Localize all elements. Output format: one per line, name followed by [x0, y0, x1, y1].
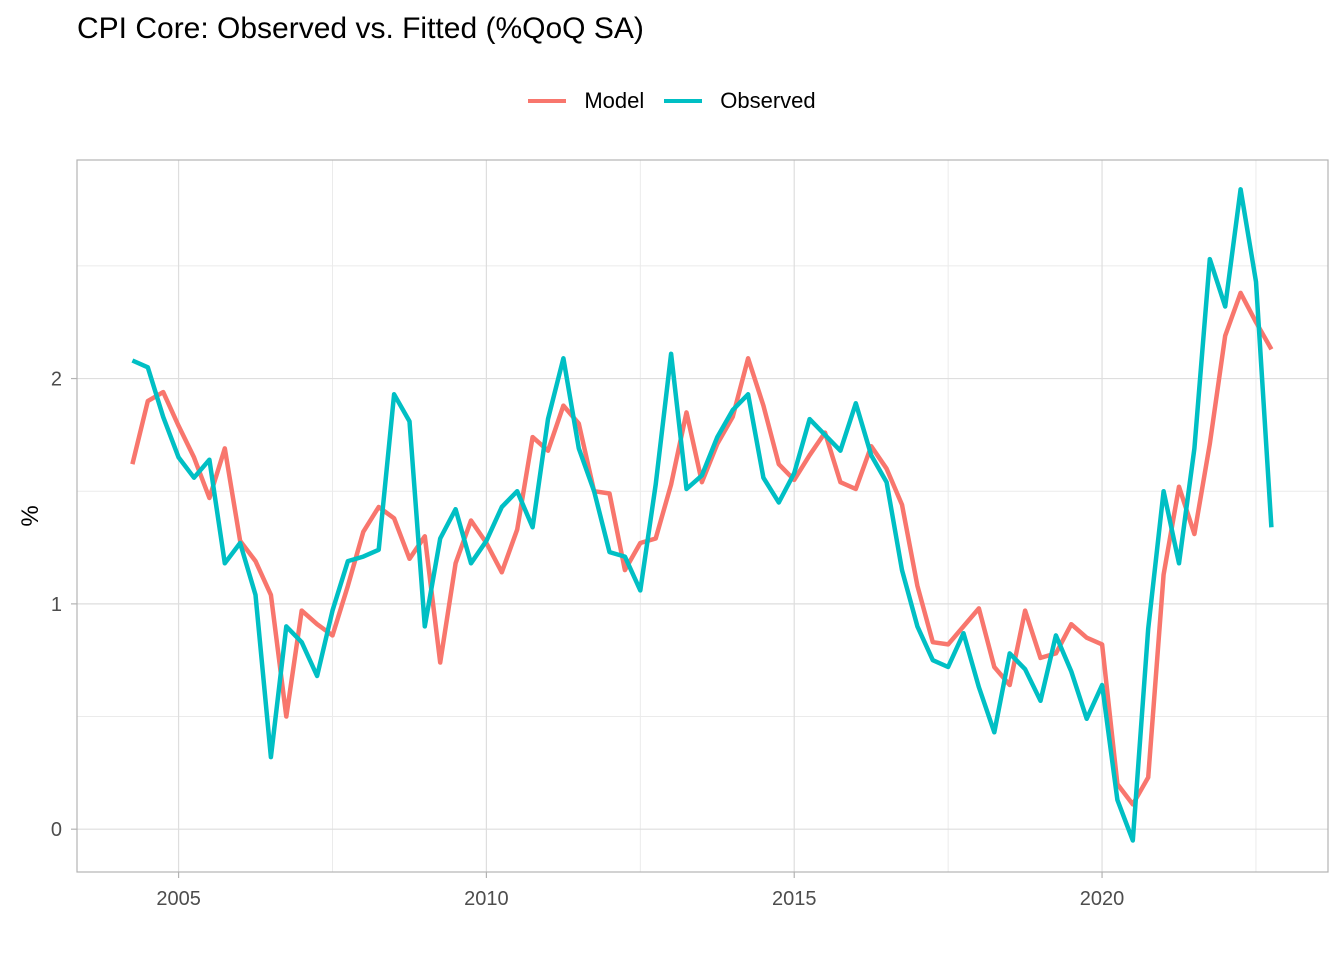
legend-label-observed: Observed — [720, 88, 816, 113]
legend-key-observed — [664, 99, 703, 103]
series-line-observed — [131, 187, 1274, 843]
x-tick-label: 2005 — [156, 888, 201, 910]
legend-key-model — [528, 99, 567, 103]
x-tick-label: 2020 — [1080, 888, 1125, 910]
tick-layer: 2005 2010 2015 2020 0 1 2 — [51, 369, 1124, 910]
plot-border — [76, 159, 1329, 873]
legend-label-model: Model — [584, 88, 645, 113]
legend-item-observed: Observed — [664, 88, 816, 114]
y-tick-label: 2 — [51, 369, 62, 391]
legend-item-model: Model — [528, 88, 644, 114]
x-tick-label: 2010 — [464, 888, 509, 910]
y-tick-label: 0 — [51, 819, 62, 841]
series-layer — [130, 187, 1274, 843]
legend: Model Observed — [0, 86, 1344, 116]
chart-title: CPI Core: Observed vs. Fitted (%QoQ SA) — [77, 12, 644, 45]
y-axis-title: % — [17, 505, 44, 526]
y-tick-label: 1 — [51, 594, 62, 616]
x-tick-label: 2015 — [772, 888, 817, 910]
series-line-model — [130, 290, 1274, 807]
